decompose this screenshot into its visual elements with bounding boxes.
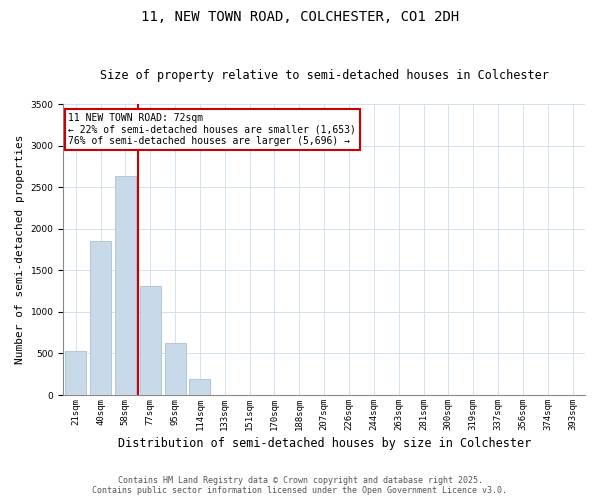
Bar <box>65 351 86 395</box>
Bar <box>190 379 211 395</box>
X-axis label: Distribution of semi-detached houses by size in Colchester: Distribution of semi-detached houses by … <box>118 437 531 450</box>
Bar <box>115 176 136 395</box>
Bar <box>164 342 185 395</box>
Text: Contains HM Land Registry data © Crown copyright and database right 2025.
Contai: Contains HM Land Registry data © Crown c… <box>92 476 508 495</box>
Title: Size of property relative to semi-detached houses in Colchester: Size of property relative to semi-detach… <box>100 69 548 82</box>
Bar <box>90 241 111 395</box>
Text: 11 NEW TOWN ROAD: 72sqm
← 22% of semi-detached houses are smaller (1,653)
76% of: 11 NEW TOWN ROAD: 72sqm ← 22% of semi-de… <box>68 112 356 146</box>
Bar <box>140 286 161 395</box>
Text: 11, NEW TOWN ROAD, COLCHESTER, CO1 2DH: 11, NEW TOWN ROAD, COLCHESTER, CO1 2DH <box>141 10 459 24</box>
Y-axis label: Number of semi-detached properties: Number of semi-detached properties <box>15 135 25 364</box>
